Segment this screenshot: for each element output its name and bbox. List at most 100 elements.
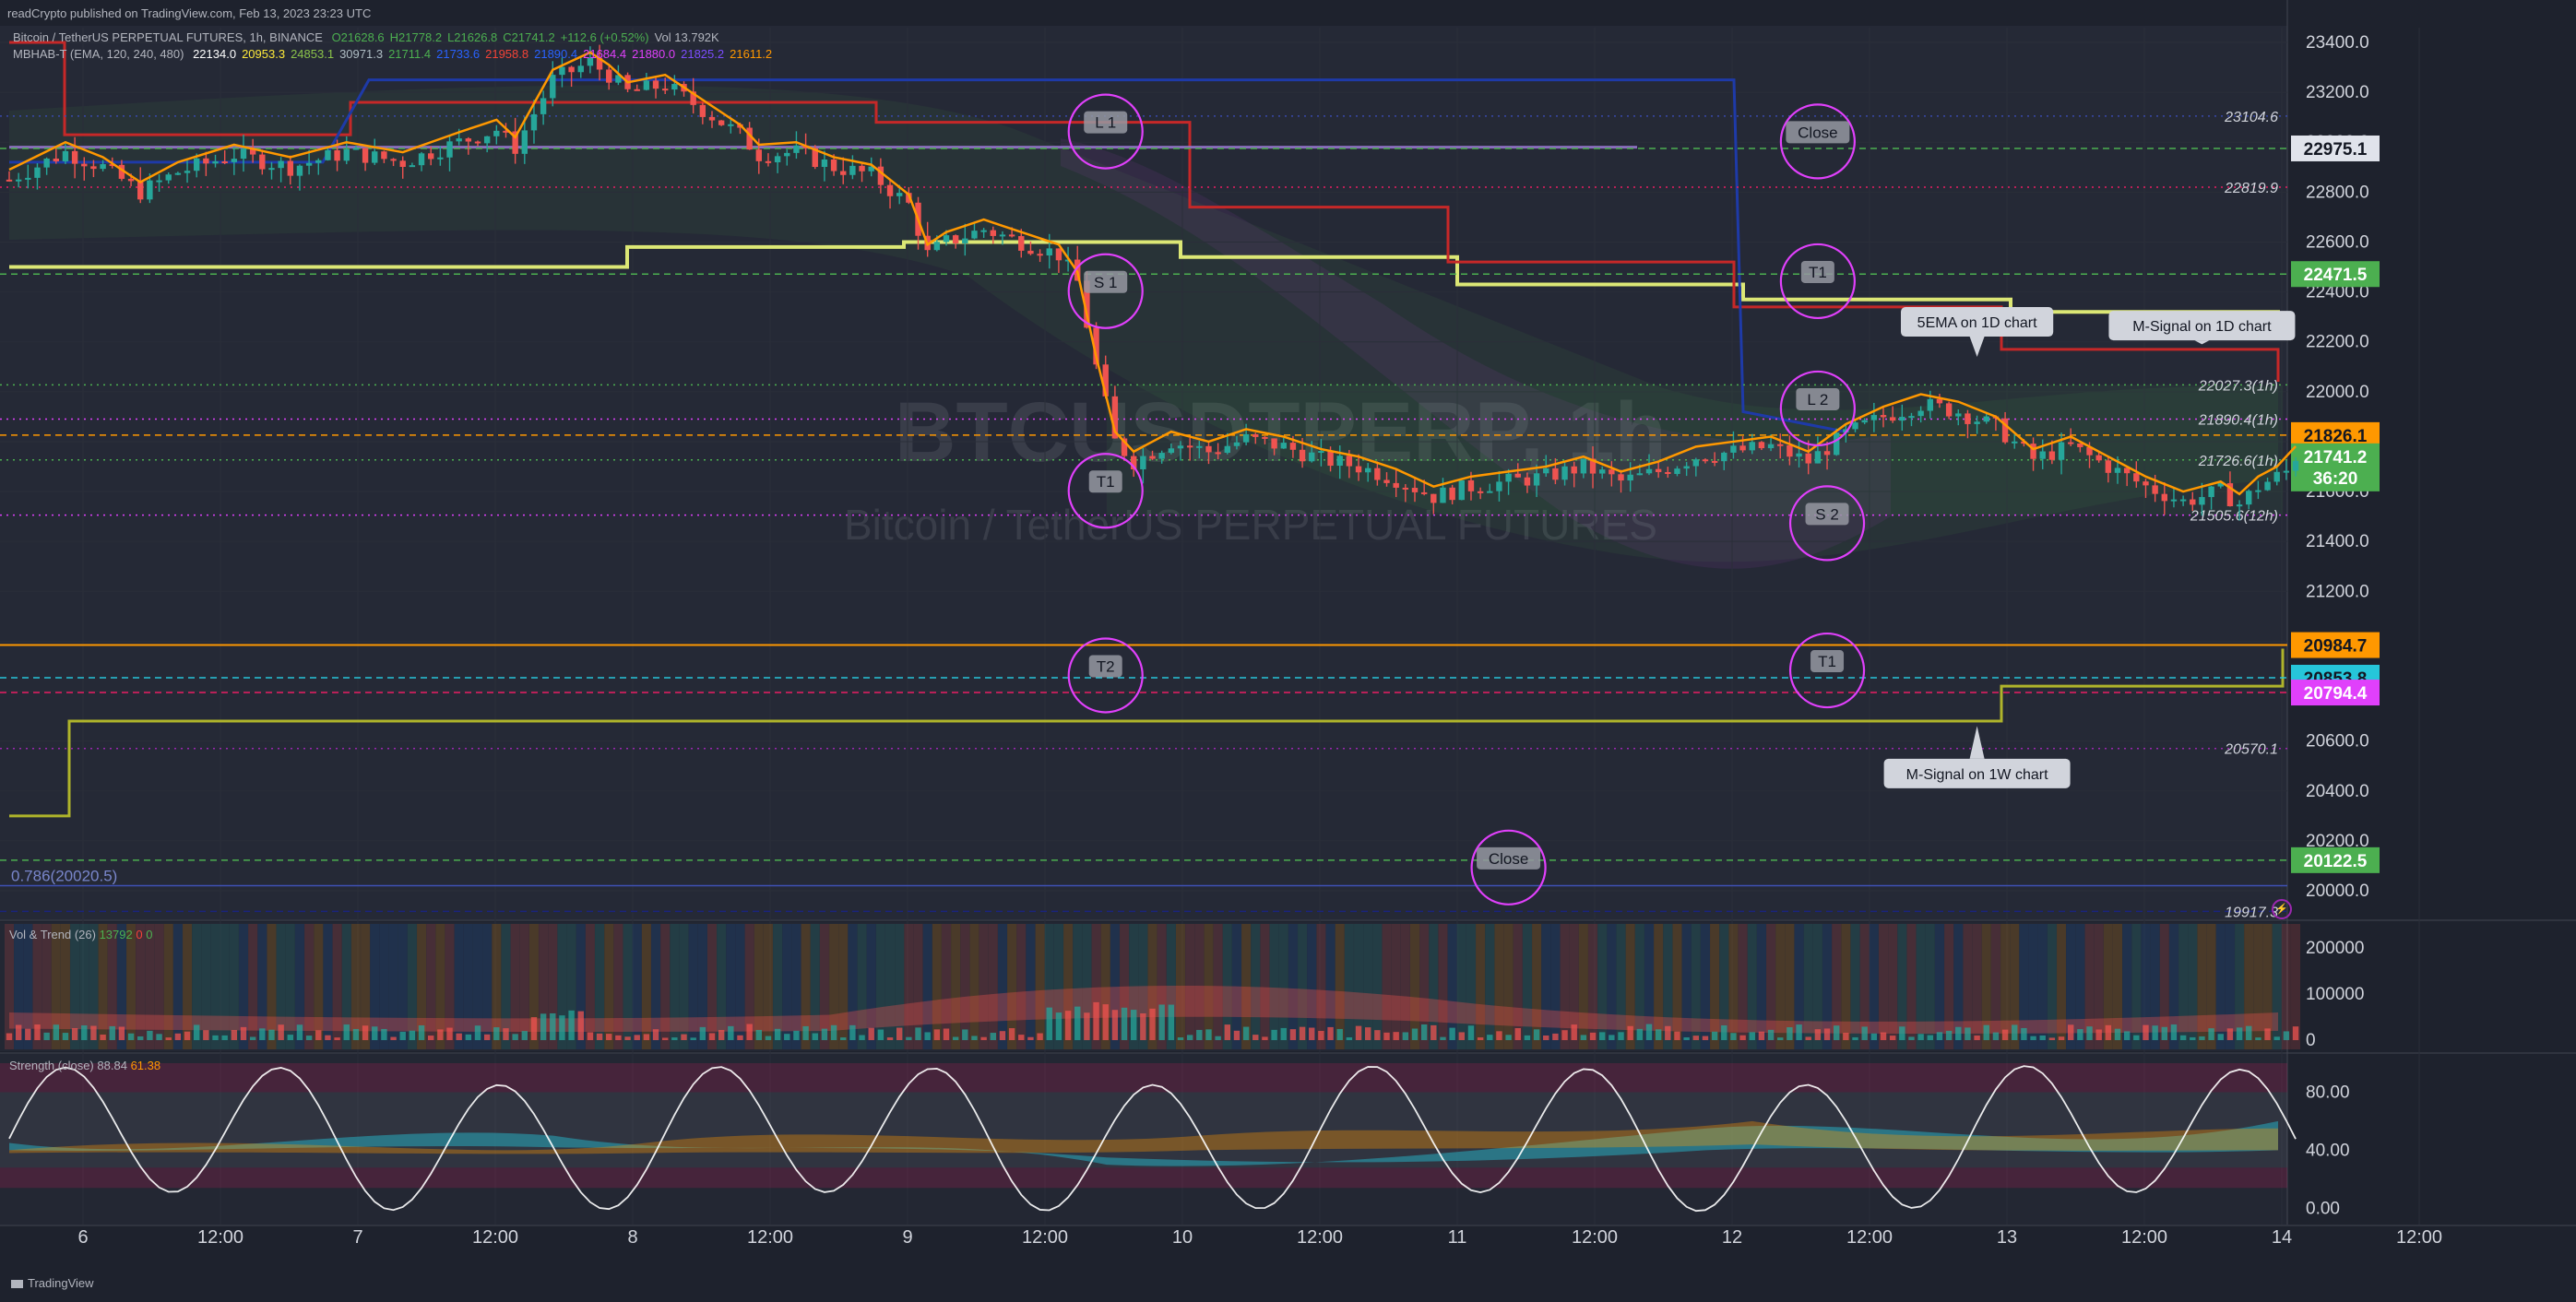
indicator-name[interactable]: MBHAB-T (EMA, 120, 240, 480) xyxy=(13,47,184,61)
trend-strip xyxy=(922,924,932,1049)
trend-strip xyxy=(838,924,849,1049)
marker-label: Close xyxy=(1798,124,1837,141)
x-tick-label: 11 xyxy=(1448,1227,1467,1248)
volume-bar xyxy=(671,1037,678,1040)
trend-strip xyxy=(2197,924,2207,1049)
volume-bar xyxy=(1927,1035,1933,1040)
volume-pane-title[interactable]: Vol & Trend (26) 13792 0 0 xyxy=(9,928,152,941)
trend-strip xyxy=(1990,924,2000,1049)
candle-body xyxy=(1609,469,1615,475)
trend-strip xyxy=(670,924,680,1049)
trend-strip xyxy=(1419,924,1430,1049)
trend-strip xyxy=(1879,924,1888,1049)
volume-bar xyxy=(521,1031,528,1040)
candle-body xyxy=(25,177,31,180)
marker-circle xyxy=(1788,485,1866,562)
candle-body xyxy=(2077,444,2083,447)
trend-strip xyxy=(1822,924,1833,1049)
indicator-value: 21733.6 xyxy=(436,47,481,61)
volume-bar xyxy=(1196,1029,1203,1040)
candle-body xyxy=(821,159,828,168)
bar-countdown: 36:20 xyxy=(2313,469,2358,489)
candle-body xyxy=(2190,499,2196,505)
volume-bar xyxy=(287,1035,293,1040)
trend-strip xyxy=(754,924,764,1049)
candle-body xyxy=(793,145,800,153)
candle-body xyxy=(203,158,209,164)
strength-pane-title[interactable]: Strength (close) 88.84 61.38 xyxy=(9,1059,160,1072)
volume-bar xyxy=(2190,1036,2196,1040)
tradingview-logo: TradingView xyxy=(11,1276,94,1290)
trend-strip xyxy=(379,924,389,1049)
lightning-icon[interactable]: ⚡ xyxy=(2272,899,2292,919)
candle-body xyxy=(1121,438,1128,456)
symbol-legend[interactable]: Bitcoin / TetherUS PERPETUAL FUTURES, 1h… xyxy=(13,30,730,44)
trend-strip xyxy=(294,924,304,1049)
candle-body xyxy=(53,158,59,162)
candle-body xyxy=(1299,449,1306,462)
trend-strip xyxy=(2057,924,2067,1049)
candle-body xyxy=(1430,493,1437,503)
y-tick-label: 22000.0 xyxy=(2306,383,2369,402)
trend-strip xyxy=(1278,924,1288,1049)
callout-text: 5EMA on 1D chart xyxy=(1917,315,2037,331)
volume-bar xyxy=(1834,1025,1840,1040)
volume-bar xyxy=(1055,1012,1062,1040)
candle-body xyxy=(755,149,762,161)
candle-body xyxy=(465,138,472,142)
candle-body xyxy=(615,75,622,83)
trend-strip xyxy=(1438,924,1448,1049)
candle-body xyxy=(62,150,69,162)
marker-circle xyxy=(1779,243,1856,320)
volume-bar xyxy=(2048,1037,2056,1040)
volume-bar xyxy=(681,1034,687,1040)
trend-strip xyxy=(473,924,482,1049)
volume-bar xyxy=(830,1024,837,1040)
candle-body xyxy=(305,162,313,166)
level-label: 21726.6(1h) xyxy=(2198,454,2278,469)
candle-body xyxy=(2048,451,2056,460)
candle-body xyxy=(1945,403,1953,417)
indicator-legend[interactable]: MBHAB-T (EMA, 120, 240, 480) 22134.0 2095… xyxy=(13,47,783,61)
candle-body xyxy=(194,158,200,172)
volume-bar xyxy=(512,1034,518,1040)
candle-body xyxy=(2012,441,2018,444)
volume-bar xyxy=(1814,1029,1822,1040)
x-tick-label: 12:00 xyxy=(1297,1227,1343,1248)
trend-strip xyxy=(548,924,558,1049)
volume-bar xyxy=(1721,1025,1727,1040)
volume-bar xyxy=(2105,1024,2112,1040)
trend-strip xyxy=(1429,924,1439,1049)
trend-strip xyxy=(660,924,671,1049)
trend-strip xyxy=(154,924,164,1049)
candle-body xyxy=(1749,442,1755,451)
volume-bar xyxy=(1224,1024,1230,1040)
candle-body xyxy=(1739,445,1746,451)
volume-bar xyxy=(1683,1036,1690,1040)
y-tick-label: 23400.0 xyxy=(2306,33,2369,53)
trend-strip xyxy=(1335,924,1345,1049)
volume-bar xyxy=(896,1027,903,1040)
volume-bar xyxy=(212,1035,219,1040)
candle-body xyxy=(999,234,1006,237)
candle-body xyxy=(1383,479,1390,483)
trend-strip xyxy=(341,924,351,1049)
candle-body xyxy=(1365,468,1371,473)
trend-strip xyxy=(2113,924,2122,1049)
volume-bar xyxy=(372,1026,378,1040)
price-badge-label: 22975.1 xyxy=(2304,140,2368,160)
trend-strip xyxy=(1325,924,1335,1049)
trend-strip xyxy=(267,924,277,1049)
candle-body xyxy=(156,180,162,183)
callout-pointer xyxy=(2194,340,2210,345)
trend-strip xyxy=(2000,924,2011,1049)
volume-bar xyxy=(62,1033,69,1040)
candle-body xyxy=(765,160,772,163)
candle-body xyxy=(240,148,247,160)
candle-body xyxy=(1242,433,1250,443)
marker-label: S 1 xyxy=(1094,274,1118,291)
symbol-name[interactable]: Bitcoin / TetherUS PERPETUAL FUTURES, 1h… xyxy=(13,30,323,44)
volume-bar xyxy=(1533,1029,1540,1040)
